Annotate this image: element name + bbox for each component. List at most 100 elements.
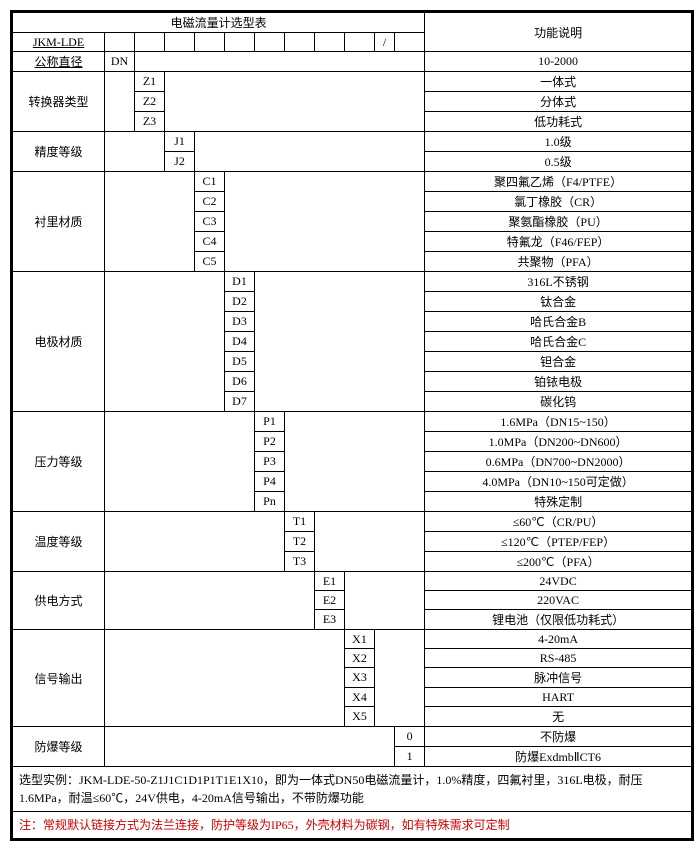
desc-cell: 无	[425, 707, 692, 727]
code-cell: E2	[315, 591, 345, 610]
code-cell: P3	[255, 452, 285, 472]
code-cell: P4	[255, 472, 285, 492]
blank	[225, 172, 425, 272]
code-cell: T1	[285, 512, 315, 532]
desc-cell: 钽合金	[425, 352, 692, 372]
blank	[285, 412, 425, 512]
desc-cell: 特氟龙（F46/FEP）	[425, 232, 692, 252]
code-cell: D4	[225, 332, 255, 352]
title-left: 电磁流量计选型表	[13, 13, 425, 33]
code-cell: DN	[105, 52, 135, 72]
desc-cell: 防爆ExdmbⅡCT6	[425, 747, 692, 767]
blank	[135, 52, 425, 72]
desc-cell: HART	[425, 688, 692, 707]
desc-cell: 特殊定制	[425, 492, 692, 512]
desc-cell: 不防爆	[425, 727, 692, 747]
code-cell: T2	[285, 532, 315, 552]
code-cell: X4	[345, 688, 375, 707]
code-cell: D2	[225, 292, 255, 312]
blank	[105, 572, 315, 630]
row-label: 公称直径	[13, 52, 105, 72]
code-cell: P2	[255, 432, 285, 452]
code-cell	[165, 33, 195, 52]
blank	[105, 272, 225, 412]
code-cell: D7	[225, 392, 255, 412]
row-label: 防爆等级	[13, 727, 105, 767]
blank	[105, 132, 165, 172]
blank	[105, 412, 255, 512]
desc-cell: 1.0级	[425, 132, 692, 152]
blank	[375, 630, 425, 727]
code-cell: D1	[225, 272, 255, 292]
blank	[345, 572, 425, 630]
code-cell: X1	[345, 630, 375, 649]
row-label: 信号输出	[13, 630, 105, 727]
blank	[315, 512, 425, 572]
code-cell	[225, 33, 255, 52]
row-label: 压力等级	[13, 412, 105, 512]
code-cell: D6	[225, 372, 255, 392]
row-label: 衬里材质	[13, 172, 105, 272]
code-cell: Z3	[135, 112, 165, 132]
desc-cell: ≤60℃（CR/PU）	[425, 512, 692, 532]
code-cell: E3	[315, 610, 345, 630]
code-cell: X3	[345, 668, 375, 688]
desc-cell: 316L不锈钢	[425, 272, 692, 292]
code-cell: J2	[165, 152, 195, 172]
blank	[105, 630, 345, 727]
desc-cell: 低功耗式	[425, 112, 692, 132]
desc-cell: 4-20mA	[425, 630, 692, 649]
code-cell: Z2	[135, 92, 165, 112]
code-cell: Pn	[255, 492, 285, 512]
desc-cell: 分体式	[425, 92, 692, 112]
desc-cell: 220VAC	[425, 591, 692, 610]
desc-cell: 哈氏合金B	[425, 312, 692, 332]
row-label: 转换器类型	[13, 72, 105, 132]
blank	[165, 72, 425, 132]
code-cell: D5	[225, 352, 255, 372]
desc-cell: ≤120℃（PTEP/FEP）	[425, 532, 692, 552]
desc-cell: ≤200℃（PFA）	[425, 552, 692, 572]
desc-cell: 钛合金	[425, 292, 692, 312]
desc-cell: 脉冲信号	[425, 668, 692, 688]
table: 电磁流量计选型表 功能说明 JKM-LDE / 公称直径 DN 10-2000 …	[12, 12, 692, 839]
row-label: 供电方式	[13, 572, 105, 630]
code-cell	[255, 33, 285, 52]
row-label: 温度等级	[13, 512, 105, 572]
code-cell: T3	[285, 552, 315, 572]
code-cell: Z1	[135, 72, 165, 92]
desc-cell: 聚氨酯橡胶（PU）	[425, 212, 692, 232]
code-cell: C5	[195, 252, 225, 272]
code-cell: C3	[195, 212, 225, 232]
desc-cell: 哈氏合金C	[425, 332, 692, 352]
code-cell: X2	[345, 649, 375, 668]
code-cell	[315, 33, 345, 52]
blank	[105, 72, 135, 132]
blank	[255, 272, 425, 412]
desc-cell: 10-2000	[425, 52, 692, 72]
slash-cell: /	[375, 33, 395, 52]
code-cell: P1	[255, 412, 285, 432]
code-cell	[105, 33, 135, 52]
code-cell	[345, 33, 375, 52]
blank	[105, 727, 395, 767]
code-cell	[285, 33, 315, 52]
desc-cell: 一体式	[425, 72, 692, 92]
row-label: 电极材质	[13, 272, 105, 412]
title-right: 功能说明	[425, 13, 692, 52]
desc-cell: 0.5级	[425, 152, 692, 172]
code-cell: 0	[395, 727, 425, 747]
blank	[105, 512, 285, 572]
code-cell: X5	[345, 707, 375, 727]
blank	[195, 132, 425, 172]
desc-cell: 氯丁橡胶（CR）	[425, 192, 692, 212]
code-cell	[395, 33, 425, 52]
model-label: JKM-LDE	[13, 33, 105, 52]
desc-cell: 碳化钨	[425, 392, 692, 412]
desc-cell: 1.0MPa（DN200~DN600）	[425, 432, 692, 452]
desc-cell: 铂铱电极	[425, 372, 692, 392]
footer-note: 注：常规默认链接方式为法兰连接，防护等级为IP65，外壳材料为碳钢，如有特殊需求…	[13, 812, 692, 839]
row-label: 精度等级	[13, 132, 105, 172]
desc-cell: RS-485	[425, 649, 692, 668]
desc-cell: 0.6MPa（DN700~DN2000）	[425, 452, 692, 472]
